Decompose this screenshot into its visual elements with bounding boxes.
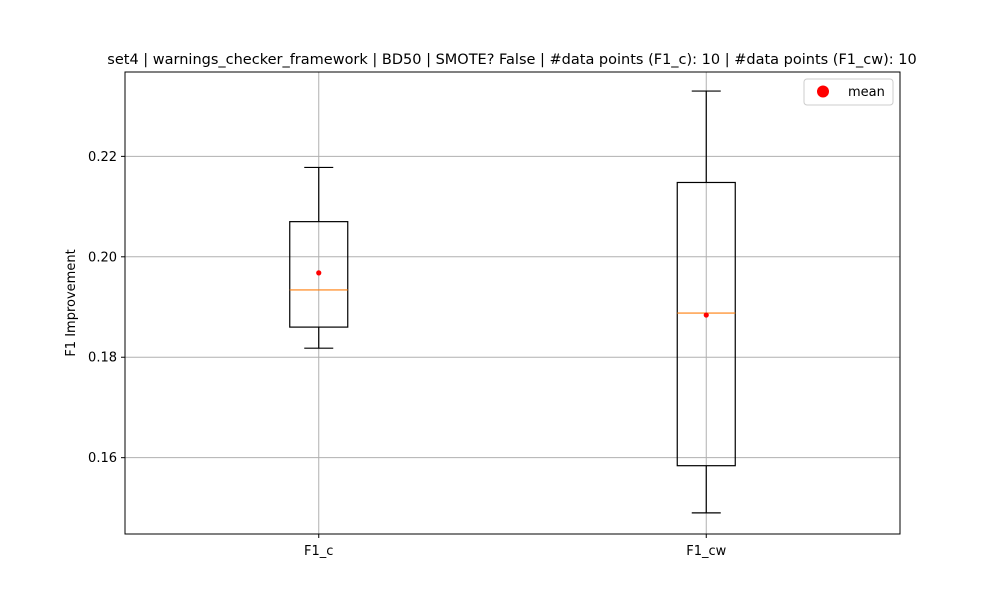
legend-frame (803, 78, 894, 106)
mean-marker (316, 270, 322, 276)
y-axis-label: F1 Improvement (64, 249, 79, 356)
plot-area-frame (124, 71, 901, 535)
y-tick-label: 0.16 (88, 451, 117, 466)
axes: 0.16 0.18 0.20 0.22 F1_c F1_cw (88, 150, 727, 559)
y-tick-label: 0.22 (88, 150, 117, 165)
y-tick-label: 0.18 (88, 351, 117, 366)
box-iqr (289, 221, 349, 328)
legend-mean-marker (817, 85, 829, 98)
x-tick-label: F1_cw (686, 544, 726, 559)
grid-lines (125, 72, 900, 534)
y-tick-label: 0.20 (88, 250, 117, 265)
box-iqr (676, 181, 736, 467)
boxes (289, 90, 736, 514)
x-tick-label: F1_c (304, 544, 333, 559)
legend: mean (803, 78, 894, 106)
legend-label: mean (848, 85, 885, 100)
chart-title: set4 | warnings_checker_framework | BD50… (107, 52, 916, 68)
box-f1-cw (676, 90, 736, 514)
mean-marker (703, 312, 709, 318)
box-f1-c (289, 166, 349, 349)
